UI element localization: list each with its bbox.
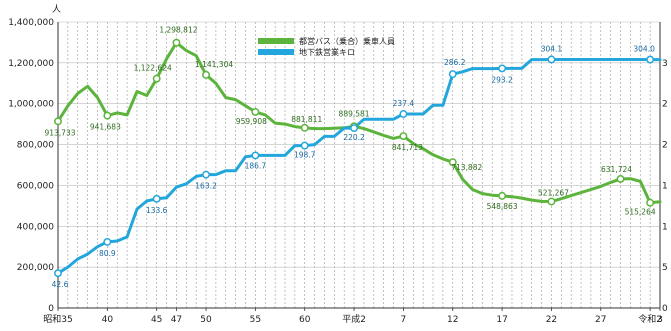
y-tick-label: 1,400,000 [8, 18, 54, 28]
x-tick-label: 40 [102, 315, 114, 325]
x-tick-label: 7 [401, 315, 407, 325]
subway-data-label: 186.7 [245, 161, 267, 170]
bus-data-label: 515,264 [625, 208, 656, 217]
y2-tick-label: 3 [662, 59, 668, 69]
data-labels: 913,733 941,683 1,122,624 1,298,812 1,141,30… [44, 26, 655, 290]
legend-label-bus: 都営バス（乗合）乗車人員 [299, 36, 395, 46]
bus-data-label: 548,863 [487, 202, 518, 211]
bus-point-marker [202, 70, 210, 79]
bus-data-label: 889,581 [339, 109, 370, 118]
bus-data-label: 521,267 [538, 189, 569, 198]
x-tick-label: 昭和35 [43, 314, 72, 325]
y-tick-label: 600,000 [17, 181, 54, 191]
x-tick-label: 22 [546, 315, 557, 325]
x-tick-label: 60 [299, 315, 311, 325]
subway-data-label: 304.1 [541, 45, 563, 54]
y-tick-label: 1,200,000 [8, 59, 54, 69]
bus-point-marker [448, 158, 457, 167]
bus-point-marker [54, 117, 62, 126]
subway-data-label: 286.2 [444, 58, 466, 67]
subway-point-marker [646, 55, 655, 64]
y2-tick-label: 0 [662, 304, 668, 314]
y-tick-label: 0 [48, 304, 54, 314]
series-lines [56, 41, 662, 275]
legend-swatch-subway [258, 49, 294, 55]
bus-point-marker [547, 197, 556, 206]
subway-point-marker [399, 110, 408, 118]
y2-tick-label: 5 [662, 263, 668, 273]
subway-point-marker [448, 70, 457, 79]
bus-point-marker [251, 107, 260, 116]
y2-tick-label: 1 [662, 222, 668, 232]
x-tick-label: 令和2 [638, 313, 662, 325]
subway-point-marker [152, 194, 161, 203]
bus-data-label: 1,122,624 [134, 64, 172, 73]
legend: 都営バス（乗合）乗車人員 地下鉄営業キロ [258, 36, 395, 57]
subway-data-label: 133.6 [146, 206, 168, 215]
bus-data-label: 841,713 [392, 143, 423, 152]
subway-data-label: 42.6 [52, 280, 69, 289]
bus-point-marker [616, 174, 625, 183]
y2-tick-label: 1 [662, 181, 668, 191]
y-tick-label: 800,000 [17, 141, 54, 151]
y-tick-label: 200,000 [17, 263, 54, 273]
x-tick-label: 55 [250, 315, 261, 325]
x-tick-label: 平成2 [342, 313, 366, 325]
x-tick-label: 50 [200, 315, 212, 325]
bus-data-label: 1,141,304 [195, 60, 233, 69]
legend-label-subway: 地下鉄営業キロ [299, 47, 355, 57]
subway-data-label: 304.0 [633, 45, 655, 54]
bus-point-marker [646, 198, 655, 207]
subway-data-label: 220.2 [343, 133, 365, 142]
bus-data-label: 1,298,812 [159, 26, 197, 35]
subway-data-label: 80.9 [99, 249, 116, 258]
y2-tick-label: 2 [662, 100, 668, 110]
x-tick-label: 47 [171, 315, 182, 325]
subway-data-label: 163.2 [195, 182, 217, 191]
bus-data-label: 941,683 [90, 123, 121, 132]
subway-point-marker [202, 170, 210, 179]
subway-point-marker [300, 141, 309, 150]
subway-point-marker [54, 269, 62, 278]
subway-data-label: 198.7 [294, 151, 316, 160]
subway-point-marker [350, 124, 359, 133]
x-tick-label: 45 [151, 315, 162, 325]
subway-point-marker [498, 64, 507, 73]
bus-point-marker [498, 191, 507, 200]
axes: 0 200,000 400,000 600,000 800,000 1,000,000 1,… [8, 18, 668, 325]
subway-point-marker [251, 151, 260, 160]
bus-point-marker [300, 123, 309, 132]
bus-data-label: 881,811 [291, 115, 322, 124]
x-tick-label: 27 [595, 315, 606, 325]
bus-data-label: 631,724 [601, 165, 632, 174]
bus-point-marker [152, 74, 161, 83]
subway-point-marker [547, 55, 556, 64]
y-tick-label: 1,000,000 [8, 100, 54, 110]
grid [58, 21, 660, 309]
bus-point-marker [399, 132, 408, 141]
bus-point-marker [103, 111, 112, 120]
subway-point-marker [103, 237, 112, 246]
y-axis-unit: 人 [52, 4, 61, 15]
y2-tick-label: 2 [662, 141, 668, 151]
x-tick-label: 12 [447, 315, 458, 325]
bus-point-marker [172, 38, 181, 47]
x-tick-label: 3 [657, 315, 663, 325]
subway-data-label: 293.2 [491, 75, 513, 84]
legend-swatch-bus [258, 38, 294, 44]
subway-data-label: 237.4 [393, 99, 415, 108]
bus-data-label: 913,733 [44, 128, 75, 137]
x-tick-label: 17 [496, 315, 507, 325]
y-tick-label: 400,000 [17, 222, 54, 232]
bus-data-label: 713,882 [451, 163, 482, 172]
bus-data-label: 959,908 [236, 117, 267, 126]
